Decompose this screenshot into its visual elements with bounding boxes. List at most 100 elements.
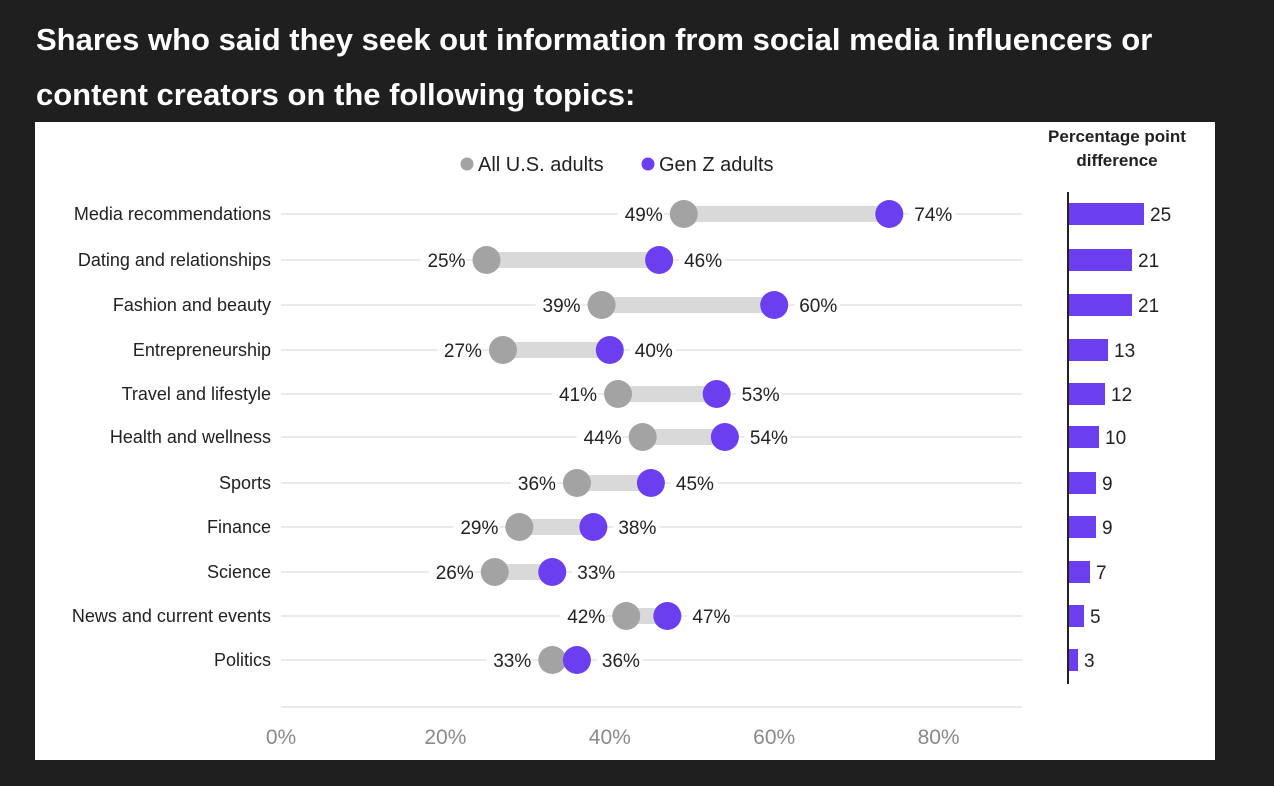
connector-bar — [502, 342, 610, 358]
value-label-gen-z: 47% — [692, 607, 730, 628]
dot-gen-z — [645, 246, 674, 274]
value-label-gen-z: 36% — [602, 651, 640, 672]
label-backing — [909, 202, 956, 226]
x-tick-label: 80% — [918, 726, 960, 749]
connector-bar — [601, 297, 775, 313]
difference-bar — [1069, 203, 1144, 225]
category-label: Media recommendations — [74, 204, 271, 224]
dot-all-adults — [669, 200, 698, 228]
difference-bars: Percentage point difference 25 21 21 13 12 10 9 9… — [1048, 127, 1186, 684]
difference-bar — [1069, 649, 1078, 671]
dot-all-adults — [562, 469, 591, 497]
legend-swatch-gen-z — [641, 157, 655, 171]
connector-bar — [642, 429, 725, 445]
category-label: Fashion and beauty — [113, 295, 271, 315]
category-label: Dating and relationships — [78, 250, 271, 270]
value-label-all-adults: 27% — [444, 341, 482, 362]
value-label-gen-z: 45% — [676, 474, 714, 495]
label-backing — [629, 338, 676, 362]
connector-bar — [683, 206, 890, 222]
difference-label: 25 — [1150, 205, 1171, 226]
connector-bar — [618, 386, 717, 402]
chart-panel: All U.S. adults Gen Z adults Media recomm… — [35, 122, 1215, 760]
difference-label: 9 — [1102, 474, 1113, 495]
category-label: Politics — [214, 650, 271, 670]
dot-rows: Media recommendations 49% 74% Dating and re… — [72, 200, 956, 674]
legend-label-all-adults: All U.S. adults — [478, 154, 604, 176]
value-label-all-adults: 33% — [493, 651, 531, 672]
difference-bar — [1069, 294, 1132, 316]
difference-label: 10 — [1105, 428, 1126, 449]
connector-bar — [576, 475, 651, 491]
difference-bar — [1069, 516, 1096, 538]
value-label-gen-z: 46% — [684, 251, 722, 272]
label-backing — [572, 560, 619, 584]
category-label: News and current events — [72, 606, 271, 626]
dot-gen-z — [710, 423, 739, 451]
value-label-all-adults: 41% — [559, 385, 597, 406]
label-backing — [560, 604, 607, 628]
dot-all-adults — [628, 423, 657, 451]
value-label-all-adults: 36% — [518, 474, 556, 495]
dot-all-adults — [488, 336, 517, 364]
label-backing — [535, 293, 582, 317]
label-backing — [670, 471, 717, 495]
difference-bar — [1069, 249, 1132, 271]
value-label-all-adults: 26% — [436, 563, 474, 584]
label-backing — [596, 648, 643, 672]
dot-all-adults — [538, 646, 567, 674]
difference-label: 7 — [1096, 563, 1107, 584]
label-backing — [453, 515, 500, 539]
dot-gen-z — [760, 291, 789, 319]
label-backing — [613, 515, 660, 539]
label-backing — [436, 338, 483, 362]
difference-bar — [1069, 605, 1084, 627]
category-label: Sports — [219, 473, 271, 493]
category-label: Science — [207, 562, 271, 582]
connector-bar — [519, 519, 594, 535]
label-backing — [744, 425, 791, 449]
value-label-gen-z: 53% — [742, 385, 780, 406]
difference-label: 5 — [1090, 607, 1101, 628]
x-tick-label: 0% — [266, 726, 296, 749]
difference-label: 12 — [1111, 385, 1132, 406]
dot-all-adults — [612, 602, 641, 630]
difference-label: 13 — [1114, 341, 1135, 362]
x-tick-label: 20% — [424, 726, 466, 749]
label-backing — [736, 382, 783, 406]
label-backing — [428, 560, 475, 584]
dot-all-adults — [505, 513, 534, 541]
value-label-gen-z: 33% — [577, 563, 615, 584]
dot-gen-z — [562, 646, 591, 674]
legend-swatch-all-adults — [460, 157, 474, 171]
page-title: Shares who said they seek out informatio… — [36, 22, 1153, 112]
x-tick-label: 40% — [589, 726, 631, 749]
difference-label: 9 — [1102, 518, 1113, 539]
dot-gen-z — [653, 602, 682, 630]
label-backing — [420, 248, 467, 272]
dot-plot-chart: All U.S. adults Gen Z adults Media recomm… — [72, 127, 1186, 749]
value-label-gen-z: 60% — [799, 296, 837, 317]
difference-bar — [1069, 561, 1090, 583]
connector-bar — [486, 252, 660, 268]
difference-label: 21 — [1138, 251, 1159, 272]
label-backing — [679, 248, 726, 272]
difference-bar — [1069, 472, 1096, 494]
legend: All U.S. adults Gen Z adults — [460, 154, 774, 176]
difference-bar — [1069, 426, 1099, 448]
value-label-all-adults: 25% — [427, 251, 465, 272]
dot-gen-z — [538, 558, 567, 586]
value-label-all-adults: 42% — [567, 607, 605, 628]
label-backing — [486, 648, 533, 672]
dot-gen-z — [702, 380, 731, 408]
difference-bar — [1069, 383, 1105, 405]
dot-all-adults — [480, 558, 509, 586]
difference-label: 3 — [1084, 651, 1095, 672]
connector-bar — [494, 564, 553, 580]
category-label: Entrepreneurship — [133, 340, 271, 360]
dot-all-adults — [604, 380, 633, 408]
category-label: Finance — [207, 517, 271, 537]
value-label-all-adults: 49% — [625, 205, 663, 226]
difference-title: Percentage point difference — [1048, 127, 1186, 170]
dot-gen-z — [595, 336, 624, 364]
